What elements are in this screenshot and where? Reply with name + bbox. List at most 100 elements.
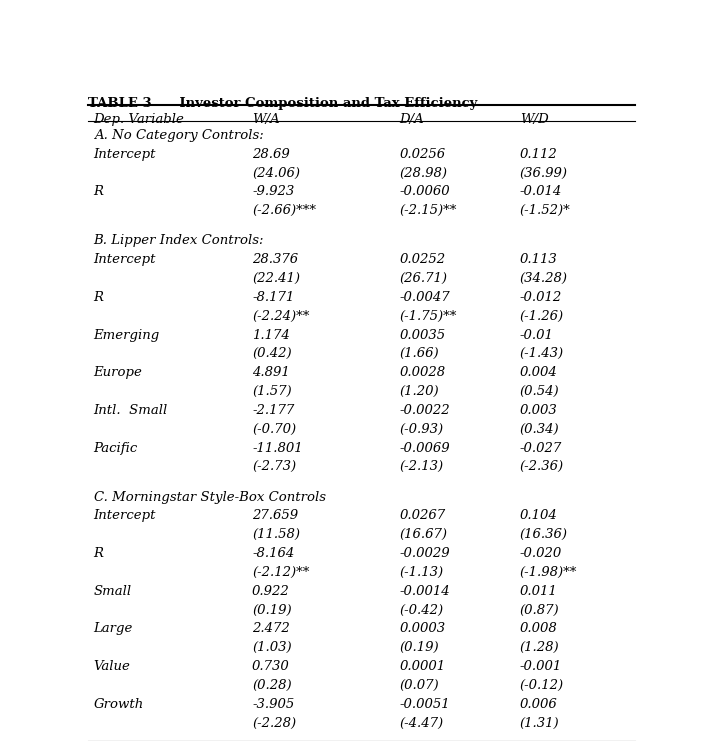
Text: 0.0252: 0.0252 (400, 253, 446, 266)
Text: Intercept: Intercept (94, 147, 156, 161)
Text: (0.54): (0.54) (520, 385, 559, 398)
Text: (0.42): (0.42) (252, 348, 292, 360)
Text: (11.58): (11.58) (252, 528, 300, 541)
Text: (-2.73): (-2.73) (252, 460, 296, 473)
Text: 1.174: 1.174 (252, 328, 290, 342)
Text: (36.99): (36.99) (520, 167, 568, 179)
Text: 0.0001: 0.0001 (400, 660, 446, 673)
Text: (0.28): (0.28) (252, 679, 292, 692)
Text: (-2.66)***: (-2.66)*** (252, 205, 316, 217)
Text: -0.0022: -0.0022 (400, 404, 450, 417)
Text: Europe: Europe (94, 366, 142, 379)
Text: (-1.98)**: (-1.98)** (520, 566, 577, 579)
Text: B. Lipper Index Controls:: B. Lipper Index Controls: (94, 234, 264, 247)
Text: 2.472: 2.472 (252, 622, 290, 635)
Text: -0.027: -0.027 (520, 442, 562, 454)
Text: Intercept: Intercept (94, 253, 156, 266)
Text: (-0.70): (-0.70) (252, 422, 296, 436)
Text: (-1.75)**: (-1.75)** (400, 310, 457, 323)
Text: (-2.13): (-2.13) (400, 460, 443, 473)
Text: W/D: W/D (520, 113, 548, 126)
Text: -0.012: -0.012 (520, 291, 562, 304)
Text: (1.31): (1.31) (520, 717, 559, 730)
Text: 0.730: 0.730 (252, 660, 290, 673)
Text: Large: Large (94, 622, 133, 635)
Text: (0.07): (0.07) (400, 679, 439, 692)
Text: (-2.28): (-2.28) (252, 717, 296, 730)
Text: 0.004: 0.004 (520, 366, 558, 379)
Text: (-0.12): (-0.12) (520, 679, 564, 692)
Text: (24.06): (24.06) (252, 167, 300, 179)
Text: (1.03): (1.03) (252, 641, 292, 654)
Text: Dep. Variable: Dep. Variable (94, 113, 185, 126)
Text: A. No Category Controls:: A. No Category Controls: (94, 129, 264, 142)
Text: Intl.  Small: Intl. Small (94, 404, 168, 417)
Text: -0.0069: -0.0069 (400, 442, 450, 454)
Text: (1.28): (1.28) (520, 641, 559, 654)
Text: (22.41): (22.41) (252, 272, 300, 285)
Text: TABLE 3      Investor Composition and Tax Efficiency: TABLE 3 Investor Composition and Tax Eff… (88, 98, 477, 110)
Text: -0.001: -0.001 (520, 660, 562, 673)
Text: (-1.52)*: (-1.52)* (520, 205, 570, 217)
Text: (-2.36): (-2.36) (520, 460, 564, 473)
Text: (28.98): (28.98) (400, 167, 448, 179)
Text: (16.67): (16.67) (400, 528, 448, 541)
Text: 0.112: 0.112 (520, 147, 558, 161)
Text: (0.87): (0.87) (520, 604, 559, 617)
Text: 28.69: 28.69 (252, 147, 290, 161)
Text: 0.0256: 0.0256 (400, 147, 446, 161)
Text: -0.01: -0.01 (520, 328, 553, 342)
Text: W/A: W/A (252, 113, 280, 126)
Text: 0.104: 0.104 (520, 509, 558, 522)
Text: -2.177: -2.177 (252, 404, 294, 417)
Text: -0.0029: -0.0029 (400, 547, 450, 560)
Text: (-1.13): (-1.13) (400, 566, 443, 579)
Text: 28.376: 28.376 (252, 253, 298, 266)
Text: -8.164: -8.164 (252, 547, 294, 560)
Text: 0.113: 0.113 (520, 253, 558, 266)
Text: 0.0028: 0.0028 (400, 366, 446, 379)
Text: 0.006: 0.006 (520, 698, 558, 711)
Text: R: R (94, 185, 104, 199)
Text: R: R (94, 547, 104, 560)
Text: 0.008: 0.008 (520, 622, 558, 635)
Text: (34.28): (34.28) (520, 272, 568, 285)
Text: Emerging: Emerging (94, 328, 160, 342)
Text: Small: Small (94, 585, 132, 598)
Text: -9.923: -9.923 (252, 185, 294, 199)
Text: (1.57): (1.57) (252, 385, 292, 398)
Text: (1.66): (1.66) (400, 348, 439, 360)
Text: 27.659: 27.659 (252, 509, 298, 522)
Text: -0.0047: -0.0047 (400, 291, 450, 304)
Text: 0.0003: 0.0003 (400, 622, 446, 635)
Text: -3.905: -3.905 (252, 698, 294, 711)
Text: Growth: Growth (94, 698, 144, 711)
Text: Value: Value (94, 660, 130, 673)
Text: C. Morningstar Style-Box Controls: C. Morningstar Style-Box Controls (94, 491, 326, 504)
Text: (-2.15)**: (-2.15)** (400, 205, 457, 217)
Text: (16.36): (16.36) (520, 528, 568, 541)
Text: 4.891: 4.891 (252, 366, 290, 379)
Text: 0.0267: 0.0267 (400, 509, 446, 522)
Text: (-0.93): (-0.93) (400, 422, 443, 436)
Text: -0.0014: -0.0014 (400, 585, 450, 598)
Text: (-2.12)**: (-2.12)** (252, 566, 309, 579)
Text: -11.801: -11.801 (252, 442, 302, 454)
Text: (-1.43): (-1.43) (520, 348, 564, 360)
Text: (-4.47): (-4.47) (400, 717, 443, 730)
Text: -0.0060: -0.0060 (400, 185, 450, 199)
Text: (-1.26): (-1.26) (520, 310, 564, 323)
Text: -0.020: -0.020 (520, 547, 562, 560)
Text: 0.003: 0.003 (520, 404, 558, 417)
Text: (0.19): (0.19) (400, 641, 439, 654)
Text: -8.171: -8.171 (252, 291, 294, 304)
Text: -0.014: -0.014 (520, 185, 562, 199)
Text: 0.0035: 0.0035 (400, 328, 446, 342)
Text: (0.19): (0.19) (252, 604, 292, 617)
Text: (-2.24)**: (-2.24)** (252, 310, 309, 323)
Text: D/A: D/A (400, 113, 424, 126)
Text: (-0.42): (-0.42) (400, 604, 443, 617)
Text: (26.71): (26.71) (400, 272, 448, 285)
Text: 0.011: 0.011 (520, 585, 558, 598)
Text: 0.922: 0.922 (252, 585, 290, 598)
